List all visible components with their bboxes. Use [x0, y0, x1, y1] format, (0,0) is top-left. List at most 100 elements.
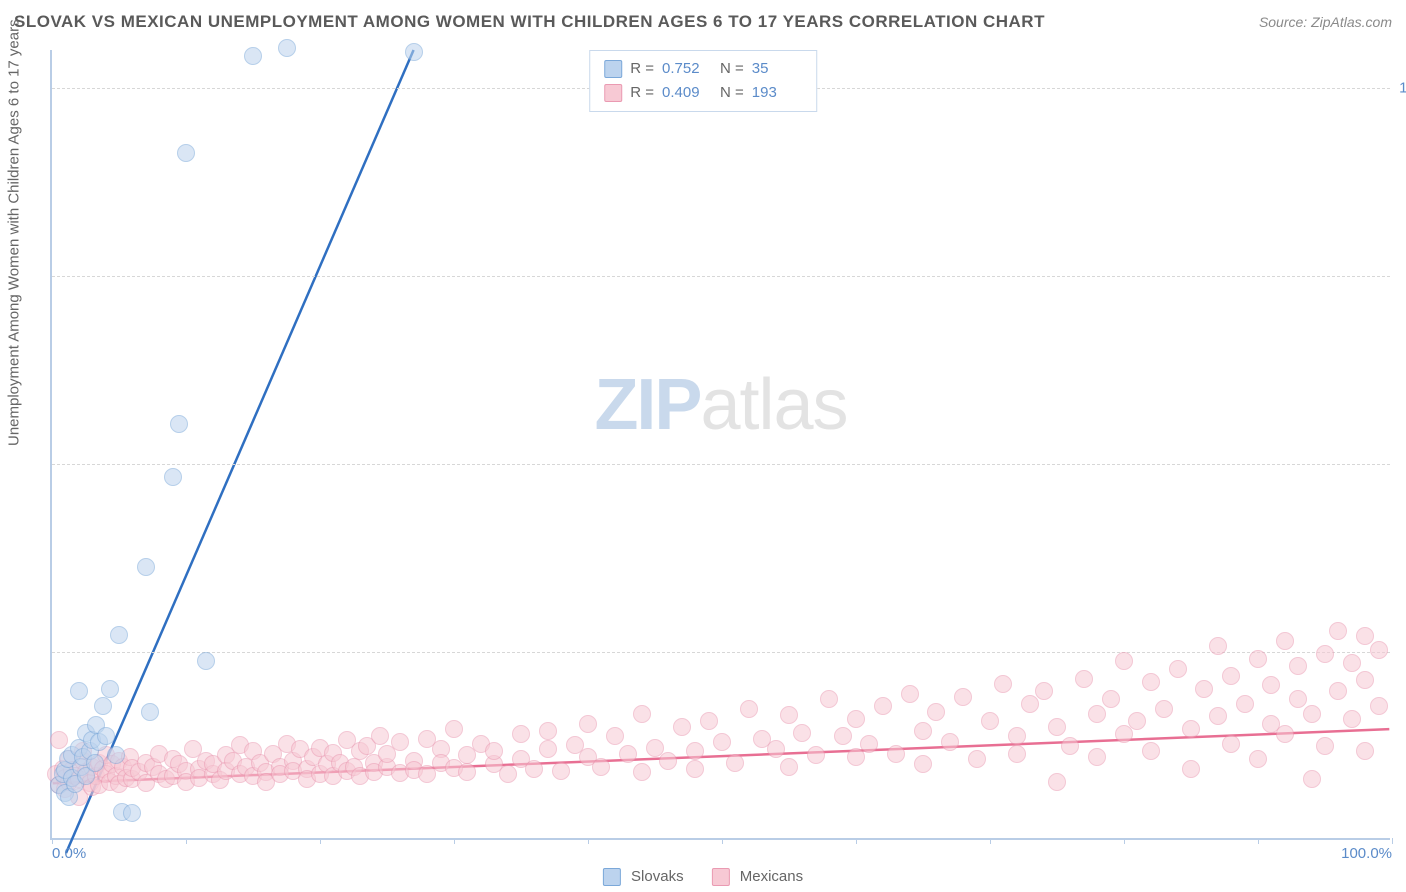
scatter-point	[1249, 750, 1267, 768]
trend-line	[66, 50, 414, 853]
scatter-point	[767, 740, 785, 758]
scatter-point	[686, 760, 704, 778]
scatter-point	[445, 720, 463, 738]
scatter-point	[485, 742, 503, 760]
scatter-point	[50, 731, 68, 749]
x-tick-mark	[1124, 838, 1125, 844]
scatter-point	[927, 703, 945, 721]
scatter-point	[592, 758, 610, 776]
scatter-point	[1276, 632, 1294, 650]
x-tick-label: 0.0%	[52, 845, 86, 862]
grid-line	[52, 652, 1390, 653]
watermark-zip: ZIP	[594, 365, 700, 445]
scatter-point	[1008, 727, 1026, 745]
y-tick-label: 75.0%	[1395, 267, 1406, 284]
x-tick-mark	[1258, 838, 1259, 844]
scatter-point	[1209, 637, 1227, 655]
x-tick-label: 100.0%	[1341, 845, 1392, 862]
scatter-point	[110, 626, 128, 644]
stat-n-label: N =	[720, 57, 744, 81]
scatter-point	[123, 804, 141, 822]
scatter-point	[1303, 770, 1321, 788]
scatter-point	[164, 468, 182, 486]
scatter-point	[1276, 725, 1294, 743]
scatter-point	[1222, 735, 1240, 753]
scatter-point	[673, 718, 691, 736]
x-tick-mark	[320, 838, 321, 844]
scatter-point	[793, 724, 811, 742]
stats-legend-box: R = 0.752 N = 35 R = 0.409 N = 193	[589, 50, 817, 112]
stats-row-slovaks: R = 0.752 N = 35	[604, 57, 802, 81]
plot-area: ZIPatlas 25.0%50.0%75.0%100.0%0.0%100.0%	[50, 50, 1390, 840]
scatter-point	[1182, 760, 1200, 778]
stat-n-value-slovaks: 35	[752, 57, 802, 81]
scatter-point	[847, 710, 865, 728]
scatter-point	[1303, 705, 1321, 723]
scatter-point	[539, 722, 557, 740]
legend-label-slovaks: Slovaks	[631, 868, 684, 885]
scatter-point	[94, 697, 112, 715]
stat-r-value-mexicans: 0.409	[662, 81, 712, 105]
legend-swatch-slovaks	[604, 60, 622, 78]
scatter-point	[1356, 671, 1374, 689]
y-tick-label: 50.0%	[1395, 455, 1406, 472]
legend-swatch-mexicans	[604, 84, 622, 102]
scatter-point	[1075, 670, 1093, 688]
legend-swatch-icon	[712, 868, 730, 886]
scatter-point	[170, 415, 188, 433]
scatter-point	[107, 746, 125, 764]
scatter-point	[1343, 710, 1361, 728]
scatter-point	[1155, 700, 1173, 718]
x-tick-mark	[454, 838, 455, 844]
x-tick-mark	[856, 838, 857, 844]
scatter-point	[101, 680, 119, 698]
scatter-point	[914, 755, 932, 773]
scatter-point	[1343, 654, 1361, 672]
scatter-point	[137, 558, 155, 576]
scatter-point	[1035, 682, 1053, 700]
scatter-point	[1316, 737, 1334, 755]
scatter-point	[579, 715, 597, 733]
scatter-point	[177, 144, 195, 162]
scatter-point	[244, 47, 262, 65]
scatter-point	[700, 712, 718, 730]
scatter-point	[1370, 641, 1388, 659]
scatter-point	[887, 745, 905, 763]
scatter-point	[633, 705, 651, 723]
scatter-point	[1115, 652, 1133, 670]
source-label: Source: ZipAtlas.com	[1259, 14, 1392, 30]
stats-row-mexicans: R = 0.409 N = 193	[604, 81, 802, 105]
scatter-point	[1289, 690, 1307, 708]
scatter-point	[1142, 742, 1160, 760]
x-tick-mark	[186, 838, 187, 844]
scatter-point	[458, 763, 476, 781]
title-bar: SLOVAK VS MEXICAN UNEMPLOYMENT AMONG WOM…	[14, 12, 1392, 32]
scatter-point	[1142, 673, 1160, 691]
x-tick-mark	[1392, 838, 1393, 844]
chart-title: SLOVAK VS MEXICAN UNEMPLOYMENT AMONG WOM…	[14, 12, 1045, 32]
scatter-point	[834, 727, 852, 745]
scatter-point	[552, 762, 570, 780]
x-tick-mark	[722, 838, 723, 844]
scatter-point	[1370, 697, 1388, 715]
scatter-point	[1169, 660, 1187, 678]
x-tick-mark	[52, 838, 53, 844]
scatter-point	[391, 733, 409, 751]
x-tick-mark	[990, 838, 991, 844]
scatter-point	[740, 700, 758, 718]
stat-n-value-mexicans: 193	[752, 81, 802, 105]
scatter-point	[512, 725, 530, 743]
legend-item-mexicans: Mexicans	[712, 868, 804, 886]
scatter-point	[1088, 748, 1106, 766]
scatter-point	[539, 740, 557, 758]
scatter-point	[1209, 707, 1227, 725]
y-tick-label: 25.0%	[1395, 643, 1406, 660]
scatter-point	[941, 733, 959, 751]
scatter-point	[1289, 657, 1307, 675]
scatter-point	[70, 682, 88, 700]
scatter-point	[1236, 695, 1254, 713]
watermark: ZIPatlas	[594, 364, 847, 446]
scatter-point	[659, 752, 677, 770]
scatter-point	[619, 745, 637, 763]
scatter-point	[874, 697, 892, 715]
